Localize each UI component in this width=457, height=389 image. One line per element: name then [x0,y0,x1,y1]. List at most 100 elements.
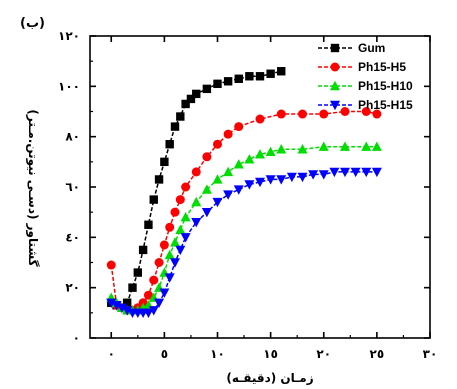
data-point-ph15-h15 [170,258,180,268]
data-point-ph15-h10 [244,154,255,164]
data-point-ph15-h15 [350,167,361,178]
legend-label: Gum [358,41,385,55]
data-point-gum [149,195,158,204]
series-layer [106,67,382,319]
data-point-ph15-h5 [202,152,212,162]
legend-marker [330,62,340,72]
data-point-ph15-h15 [191,218,202,228]
data-point-ph15-h15 [276,175,287,185]
data-point-gum [213,79,222,89]
x-axis: ٠ ٥ ١٠ ١٥ ٢٠ ٢٥ ٣٠ [108,36,438,361]
data-point-ph15-h10 [276,144,287,154]
x-tick-label: ٣٠ [423,347,438,361]
data-point-ph15-h15 [148,306,159,316]
y-tick-label: ٠ [73,331,80,345]
data-point-ph15-h5 [340,107,350,116]
x-tick-label: ٥ [161,347,168,361]
data-point-ph15-h10 [201,184,212,194]
legend-item-gum: Gum [318,41,385,55]
data-point-ph15-h15 [308,170,319,180]
data-point-ph15-h15 [265,175,276,185]
data-point-ph15-h10 [255,149,265,159]
data-point-ph15-h10 [164,249,175,260]
data-point-gum [266,69,275,78]
y-tick-label: ٤٠ [65,230,80,244]
data-point-ph15-h5 [234,122,244,132]
data-point-ph15-h5 [165,222,175,232]
data-point-gum [128,283,137,292]
legend-label: Ph15-H5 [358,60,406,74]
series-ph15-h5 [106,107,382,315]
data-point-ph15-h10 [180,212,191,222]
data-point-ph15-h15 [159,288,170,298]
legend-item-ph15-h5: Ph15-H5 [318,60,406,74]
data-point-ph15-h15 [122,306,133,316]
data-point-ph15-h5 [181,182,191,192]
data-point-ph15-h5 [170,207,180,217]
data-point-ph15-h15 [180,233,191,243]
legend-item-ph15-h10: Ph15-H10 [318,79,413,93]
data-point-ph15-h15 [223,190,234,200]
x-tick-label: ١٥ [263,347,278,361]
y-axis-title: گشتاور (دسـی نیوتن.مـتر) [25,109,40,266]
data-point-ph15-h15 [297,172,308,183]
data-point-gum [176,112,185,121]
data-point-ph15-h5 [143,290,153,300]
x-tick-label: ٢٥ [370,347,385,361]
data-point-gum [234,74,243,83]
y-tick-label: ٢٠ [65,281,80,295]
data-point-gum [202,84,212,94]
data-point-gum [245,72,254,81]
data-point-ph15-h10 [297,144,308,154]
x-tick-label: ١٠ [210,347,225,361]
data-point-ph15-h10 [371,141,382,151]
data-point-gum [154,175,164,184]
data-point-ph15-h15 [233,185,244,195]
data-point-ph15-h15 [244,180,255,190]
x-axis-title: زمـان (دقیقـه) [226,371,313,385]
data-point-ph15-h10 [361,141,372,151]
data-point-ph15-h5 [255,114,265,124]
data-point-ph15-h15 [143,308,154,319]
series-ph15-h15 [106,167,382,319]
legend-item-ph15-h15: Ph15-H15 [318,98,413,112]
data-point-ph15-h5 [154,258,164,267]
data-point-ph15-h5 [159,240,169,250]
data-point-ph15-h15 [255,177,265,188]
data-point-ph15-h5 [106,260,116,270]
data-point-gum [181,99,190,109]
data-point-ph15-h10 [340,141,350,151]
legend-marker [330,100,340,111]
data-point-ph15-h15 [329,167,340,178]
data-point-ph15-h5 [372,109,382,119]
data-point-ph15-h15 [116,303,127,313]
data-point-ph15-h5 [276,109,286,119]
panel-label: (ب) [20,16,45,31]
data-point-ph15-h5 [361,107,371,116]
data-point-ph15-h10 [318,141,329,151]
data-point-gum [165,140,174,149]
data-point-ph15-h5 [149,275,159,285]
data-point-gum [133,268,143,277]
data-point-gum [138,245,148,255]
data-point-gum [160,157,169,167]
x-tick-label: ٠ [108,347,115,361]
data-point-ph15-h5 [223,129,233,139]
y-tick-label: ١٠٠ [58,79,80,93]
data-point-ph15-h15 [154,298,165,308]
data-point-ph15-h15 [286,172,297,183]
data-point-gum [192,89,201,99]
data-point-gum [255,72,265,81]
data-point-gum [144,220,153,229]
data-point-ph15-h15 [201,207,212,218]
legend: Gum Ph15-H5 Ph15-H10 Ph15-H15 [318,41,413,112]
data-point-ph15-h15 [175,245,186,256]
data-point-ph15-h5 [319,109,329,119]
data-point-ph15-h15 [164,273,175,283]
data-point-ph15-h10 [212,174,223,184]
legend-label: Ph15-H15 [358,98,413,112]
data-point-ph15-h15 [340,167,350,178]
data-point-gum [186,94,196,104]
x-tick-label: ٢٠ [316,347,331,361]
